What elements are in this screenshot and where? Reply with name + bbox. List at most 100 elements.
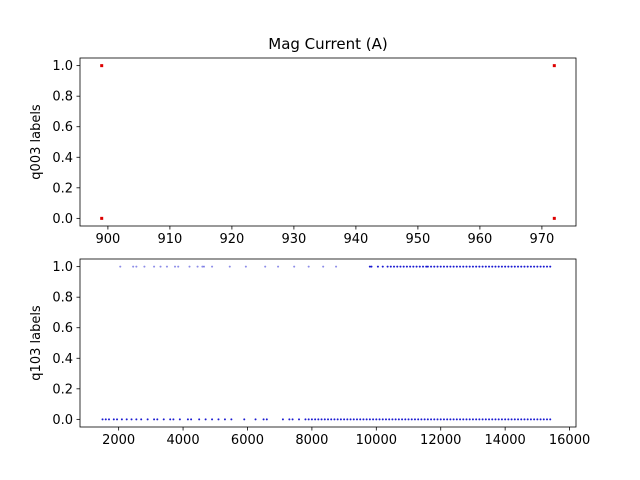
data-point [510,418,513,421]
y-tick-label: 0.4 [52,151,73,166]
data-point [539,265,542,268]
bottom-axes: 2000 4000 6000 8000 10000 12000 14000 16000 0.0 0… [29,258,590,448]
data-point [153,265,156,268]
data-point [135,418,138,421]
x-tick-label: 970 [529,232,554,247]
data-point [549,265,552,268]
data-point [317,418,320,421]
data-point [323,418,326,421]
data-point [497,265,500,268]
data-point [162,418,165,421]
data-point [100,64,104,68]
plot-frame [79,258,577,428]
y-tick-label: 0.0 [52,413,73,428]
data-point [386,265,389,268]
data-point [468,418,471,421]
y-tick-label: 1.0 [52,260,73,275]
data-point [277,265,280,268]
x-tick-label: 8000 [295,433,328,448]
data-point [413,418,416,421]
data-point [188,265,191,268]
data-point [333,418,336,421]
chart-title: Mag Current (A) [268,35,388,53]
data-point [529,265,532,268]
data-point [178,418,181,421]
data-point [446,265,449,268]
data-point [293,265,296,268]
data-point [539,418,542,421]
y-tick-label: 0.6 [52,321,73,336]
data-point [409,265,412,268]
data-point [510,265,513,268]
data-point [378,418,381,421]
data-point [368,265,371,268]
data-point [417,418,420,421]
data-point [422,265,425,268]
data-point [475,418,478,421]
data-point [420,418,423,421]
data-point [439,265,442,268]
data-point [314,418,317,421]
data-point [104,418,107,421]
data-point [478,265,481,268]
data-point [481,265,484,268]
data-point [243,418,246,421]
y-tick-label: 0.8 [52,90,73,105]
data-point [310,418,313,421]
data-point [494,265,497,268]
x-tick-label: 920 [219,232,244,247]
data-point [196,265,199,268]
data-point [198,418,201,421]
data-point [465,418,468,421]
data-point [504,418,507,421]
data-point [349,418,352,421]
data-point [481,418,484,421]
data-point [471,265,474,268]
data-point [552,216,556,220]
x-tick-label: 10000 [356,433,397,448]
y-tick-label: 0.8 [52,291,73,306]
data-point [520,418,523,421]
data-point [281,418,284,421]
data-point [230,418,233,421]
data-point [484,265,487,268]
data-point [327,418,329,421]
data-point [375,418,378,421]
data-point [523,265,526,268]
data-point [536,265,539,268]
data-point [346,418,349,421]
data-point [484,418,487,421]
data-point [546,265,549,268]
data-point [488,265,491,268]
data-point [462,265,465,268]
data-point [446,418,449,421]
plot-frame [79,57,577,227]
y-tick-label: 0.0 [52,212,73,227]
data-point [507,265,510,268]
data-point [393,265,396,268]
data-point [552,64,556,68]
data-point [526,265,529,268]
data-point [291,418,294,421]
data-point [304,418,307,421]
data-point [372,418,375,421]
data-point [322,265,325,268]
data-point [471,418,474,421]
data-point [159,265,162,268]
data-point [132,265,135,268]
data-point [264,265,267,268]
data-point [536,418,539,421]
data-point [410,418,413,421]
data-point [100,216,104,220]
data-point [265,418,268,421]
y-tick-label: 1.0 [52,59,73,74]
data-point [488,418,491,421]
data-point [500,418,503,421]
data-point [116,418,119,421]
data-point [394,418,397,421]
data-point [404,418,407,421]
data-point [391,418,394,421]
data-point [462,418,465,421]
data-point [455,265,458,268]
data-point [412,265,415,268]
